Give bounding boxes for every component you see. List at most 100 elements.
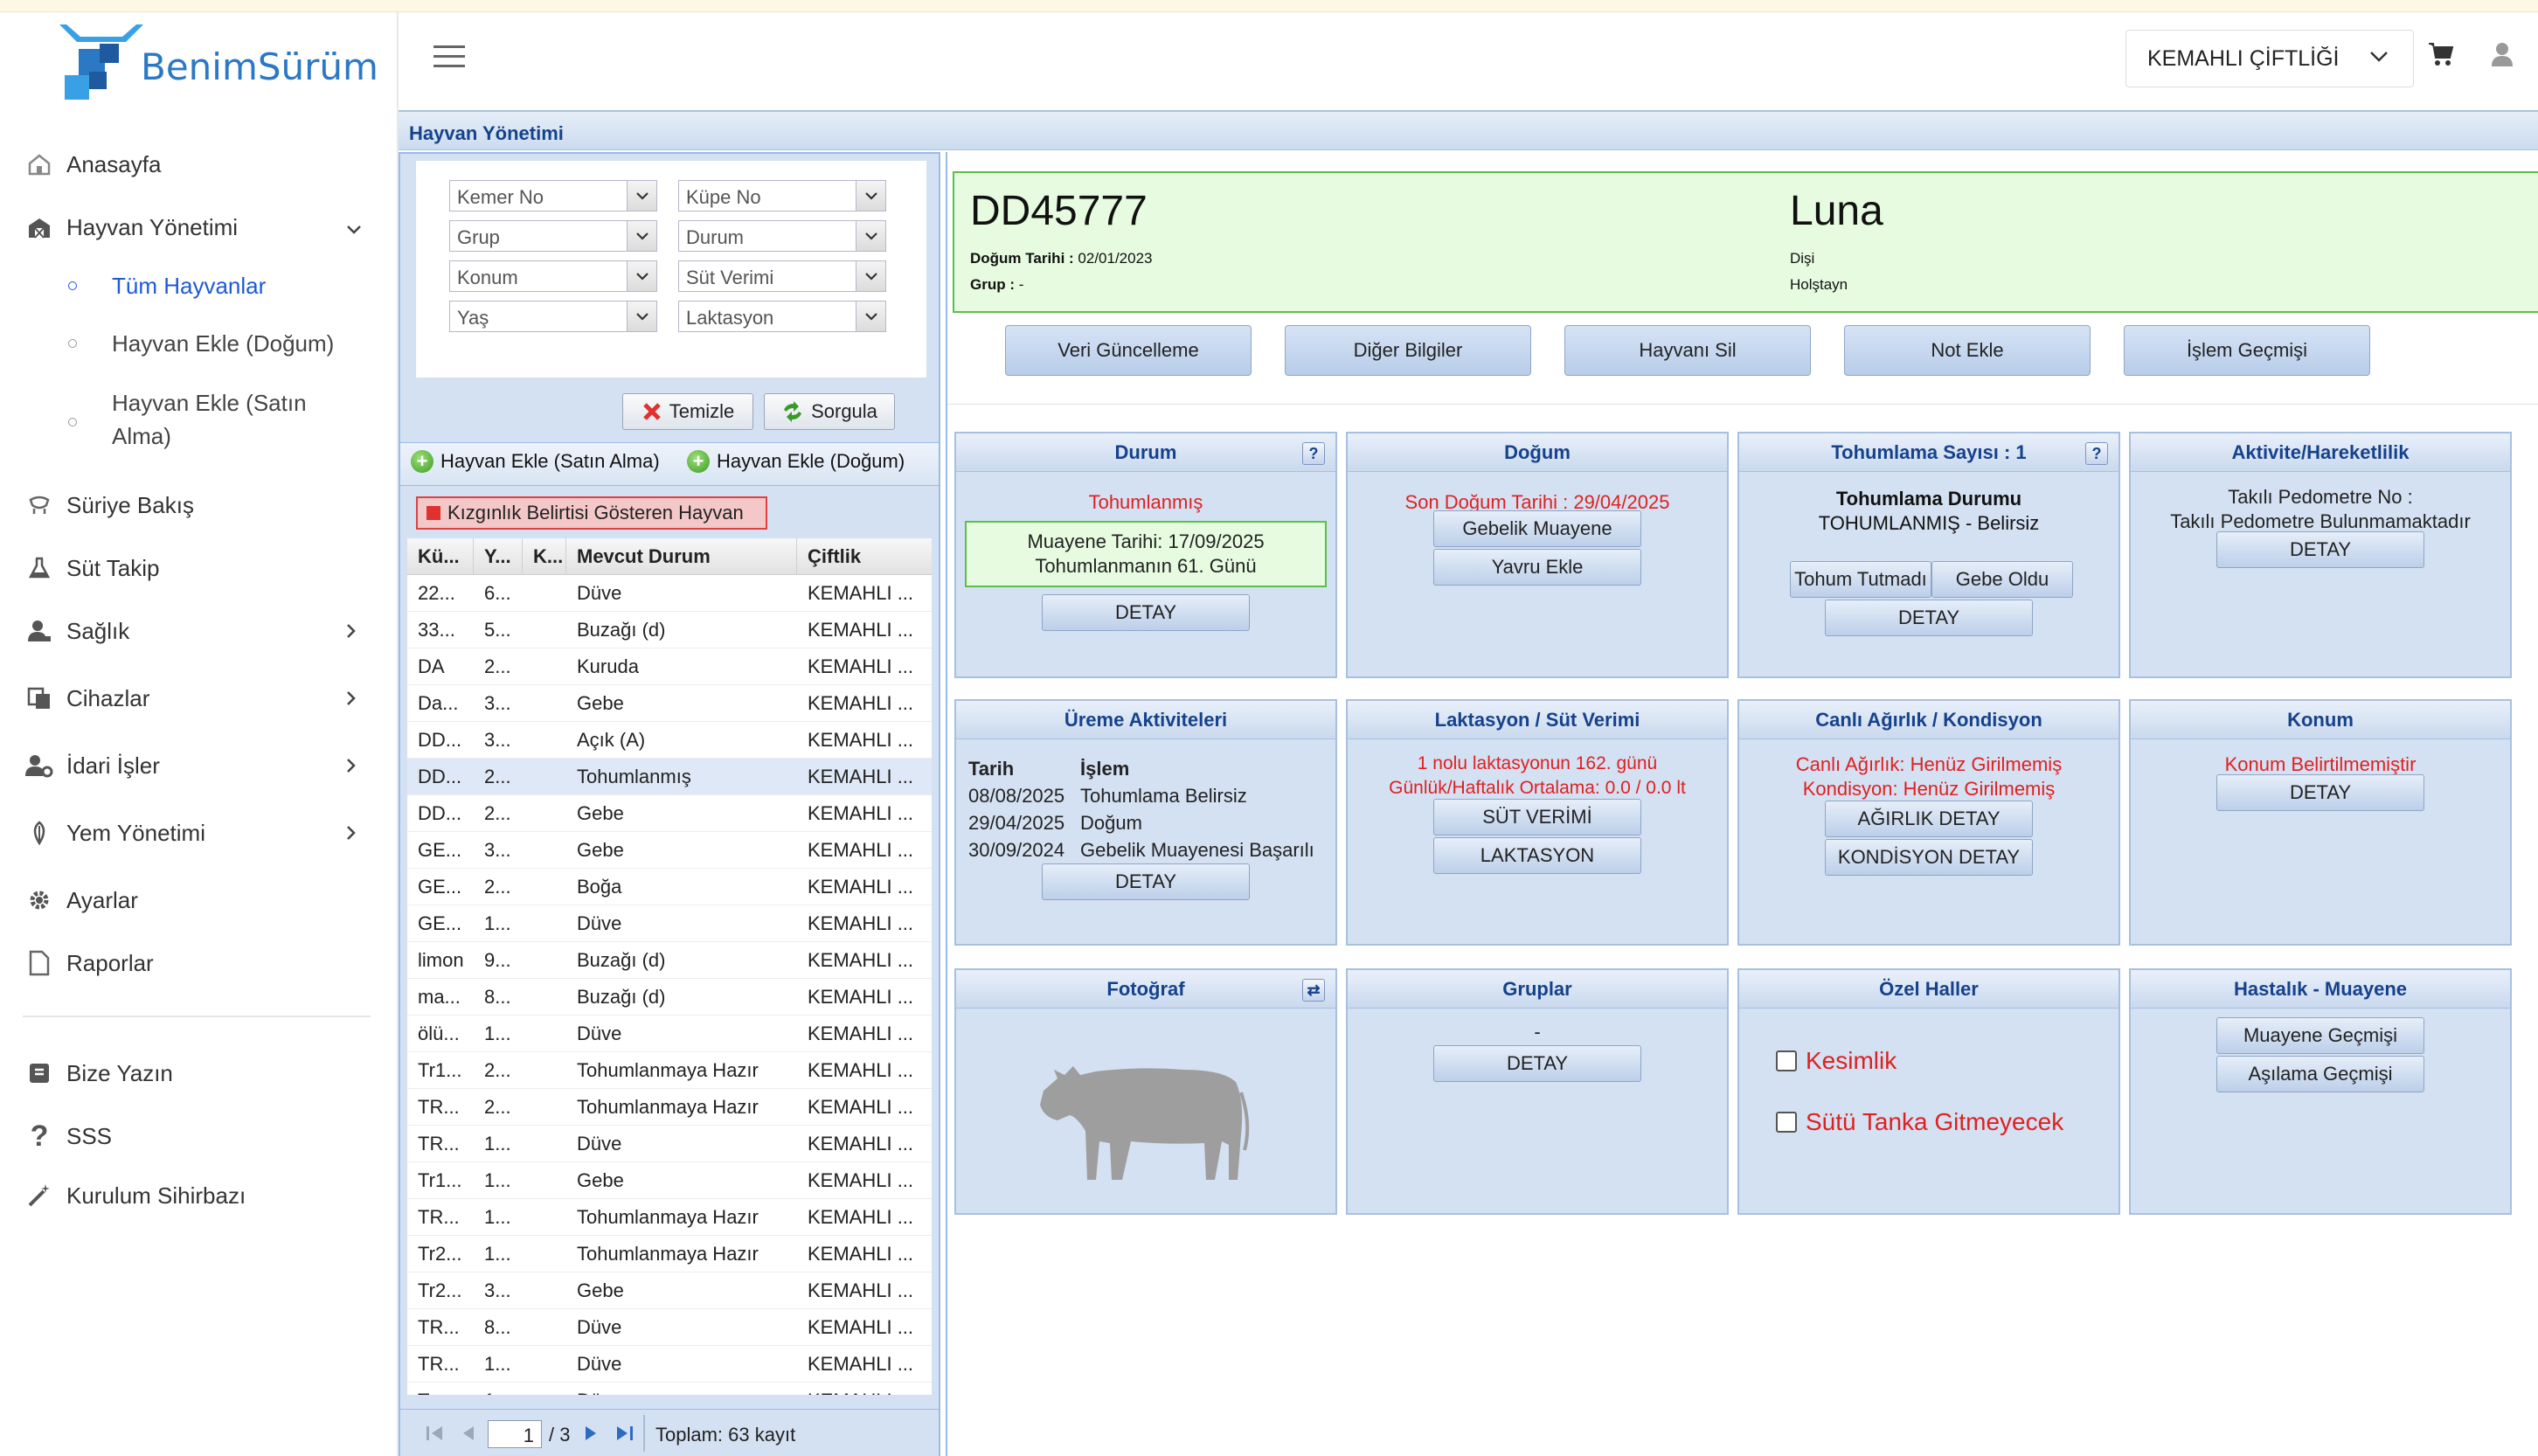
table-row[interactable]: Tr2... 1... Tohumlanmaya Hazır KEMAHLI ...: [407, 1236, 932, 1272]
col-header[interactable]: K...: [523, 538, 566, 575]
nav-kurulum-sihirbazi[interactable]: Kurulum Sihirbazı: [0, 1178, 399, 1213]
table-row[interactable]: TR... 1... Düve KEMAHLI ...: [407, 1346, 932, 1383]
nav-ayarlar[interactable]: Ayarlar: [0, 883, 399, 918]
last-page-icon[interactable]: [615, 1424, 634, 1443]
table-row[interactable]: GE... 1... Düve KEMAHLI ...: [407, 905, 932, 942]
history-button[interactable]: İşlem Geçmişi: [2124, 325, 2370, 376]
table-row[interactable]: GE... 2... Boğa KEMAHLI ...: [407, 869, 932, 905]
query-button[interactable]: Sorgula: [764, 393, 895, 430]
table-row[interactable]: ölü... 1... Düve KEMAHLI ...: [407, 1016, 932, 1052]
nav-sub-hayvan-ekle-satin-alma[interactable]: Hayvan Ekle (Satın Alma): [0, 386, 399, 456]
nav-sss[interactable]: ? SSS: [0, 1119, 399, 1154]
exam-history-button[interactable]: Muayene Geçmişi: [2216, 1017, 2424, 1054]
table-row[interactable]: Da... 3... Gebe KEMAHLI ...: [407, 685, 932, 722]
table-row[interactable]: 33... 5... Buzağı (d) KEMAHLI ...: [407, 612, 932, 648]
kupe-no-select[interactable]: Küpe No: [678, 180, 886, 211]
col-header[interactable]: Mevcut Durum: [566, 538, 797, 575]
clear-button[interactable]: Temizle: [622, 393, 753, 430]
table-row[interactable]: ma... 8... Buzağı (d) KEMAHLI ...: [407, 979, 932, 1016]
table-row[interactable]: 22... 6... Düve KEMAHLI ...: [407, 575, 932, 612]
chevron-down-icon[interactable]: [856, 302, 885, 331]
aktivite-detail-button[interactable]: DETAY: [2216, 531, 2424, 568]
refresh-icon[interactable]: ⇄: [1302, 979, 1325, 1002]
other-info-button[interactable]: Diğer Bilgiler: [1285, 325, 1531, 376]
add-calf-button[interactable]: Yavru Ekle: [1433, 549, 1641, 586]
help-icon[interactable]: ?: [1302, 442, 1325, 465]
ureme-detail-button[interactable]: DETAY: [1042, 863, 1250, 900]
durum-detail-button[interactable]: DETAY: [1042, 594, 1250, 631]
table-row[interactable]: TR... 2... Tohumlanmaya Hazır KEMAHLI ...: [407, 1089, 932, 1126]
chevron-down-icon[interactable]: [627, 181, 656, 211]
table-row[interactable]: DD... 2... Tohumlanmış KEMAHLI ...: [407, 759, 932, 795]
nav-anasayfa[interactable]: Anasayfa: [0, 147, 399, 182]
gruplar-detail-button[interactable]: DETAY: [1433, 1045, 1641, 1082]
nav-sut-takip[interactable]: Süt Takip: [0, 551, 399, 586]
hamburger-menu-icon[interactable]: [433, 45, 465, 68]
nav-idari-isler[interactable]: İdari İşler: [0, 748, 399, 783]
cart-icon[interactable]: [2428, 42, 2454, 71]
not-conceived-button[interactable]: Tohum Tutmadı: [1790, 561, 1931, 598]
nav-bize-yazin[interactable]: Bize Yazın: [0, 1056, 399, 1091]
table-row[interactable]: limon 9... Buzağı (d) KEMAHLI ...: [407, 942, 932, 979]
lactation-button[interactable]: LAKTASYON: [1433, 837, 1641, 874]
vaccination-history-button[interactable]: Aşılama Geçmişi: [2216, 1056, 2424, 1092]
table-row[interactable]: TR... 1... Düve KEMAHLI ...: [407, 1126, 932, 1162]
nav-sub-hayvan-ekle-dogum[interactable]: Hayvan Ekle (Doğum): [0, 327, 399, 360]
grup-select[interactable]: Grup: [449, 220, 657, 252]
update-data-button[interactable]: Veri Güncelleme: [1005, 325, 1252, 376]
table-row[interactable]: TR... 1... Tohumlanmaya Hazır KEMAHLI ...: [407, 1199, 932, 1236]
table-row[interactable]: DA 2... Kuruda KEMAHLI ...: [407, 648, 932, 685]
chevron-down-icon[interactable]: [627, 261, 656, 291]
nav-cihazlar[interactable]: Cihazlar: [0, 681, 399, 716]
konum-detail-button[interactable]: DETAY: [2216, 774, 2424, 811]
chevron-down-icon[interactable]: [856, 221, 885, 251]
chevron-down-icon[interactable]: [856, 261, 885, 291]
heat-filter-toggle[interactable]: Kızgınlık Belirtisi Gösteren Hayvan: [416, 496, 767, 530]
slaughter-checkbox[interactable]: [1776, 1050, 1797, 1071]
weight-detail-button[interactable]: AĞIRLIK DETAY: [1825, 801, 2033, 837]
tohumlama-detail-button[interactable]: DETAY: [1825, 600, 2033, 636]
pregnancy-exam-button[interactable]: Gebelik Muayene: [1433, 510, 1641, 547]
page-number-input[interactable]: 1: [488, 1420, 542, 1448]
delete-animal-button[interactable]: Hayvanı Sil: [1564, 325, 1811, 376]
farm-selector[interactable]: KEMAHLI ÇİFTLİĞİ: [2125, 30, 2414, 87]
first-page-icon[interactable]: [425, 1424, 444, 1443]
col-header[interactable]: Y...: [474, 538, 523, 575]
yas-select[interactable]: Yaş: [449, 301, 657, 332]
nav-hayvan-yonetimi[interactable]: Hayvan Yönetimi: [0, 210, 399, 245]
brand-logo[interactable]: BenimSürüm: [58, 23, 378, 101]
konum-select[interactable]: Konum: [449, 260, 657, 292]
chevron-down-icon[interactable]: [627, 302, 656, 331]
add-birth-button[interactable]: + Hayvan Ekle (Doğum): [687, 450, 905, 473]
kemer-no-select[interactable]: Kemer No: [449, 180, 657, 211]
no-tank-checkbox[interactable]: [1776, 1112, 1797, 1133]
pregnant-button[interactable]: Gebe Oldu: [1931, 561, 2073, 598]
add-purchase-button[interactable]: + Hayvan Ekle (Satın Alma): [411, 450, 660, 473]
nav-sub-tum-hayvanlar[interactable]: Tüm Hayvanlar: [0, 269, 399, 302]
milk-yield-button[interactable]: SÜT VERİMİ: [1433, 799, 1641, 835]
table-row[interactable]: Tr...1... DüveKEMAHLI ...: [407, 1383, 932, 1395]
chevron-down-icon[interactable]: [627, 221, 656, 251]
prev-page-icon[interactable]: [461, 1424, 475, 1443]
table-row[interactable]: DD... 2... Gebe KEMAHLI ...: [407, 795, 932, 832]
nav-yem-yonetimi[interactable]: Yem Yönetimi: [0, 815, 399, 850]
condition-detail-button[interactable]: KONDİSYON DETAY: [1825, 839, 2033, 876]
nav-saglik[interactable]: Sağlık: [0, 614, 399, 648]
durum-select[interactable]: Durum: [678, 220, 886, 252]
chevron-down-icon[interactable]: [856, 181, 885, 211]
table-row[interactable]: DD... 3... Açık (A) KEMAHLI ...: [407, 722, 932, 759]
help-icon[interactable]: ?: [2085, 442, 2108, 465]
table-row[interactable]: Tr1... 2... Tohumlanmaya Hazır KEMAHLI ...: [407, 1052, 932, 1089]
nav-suriye-bakis[interactable]: Süriye Bakış: [0, 488, 399, 523]
col-header[interactable]: Çiftlik: [808, 545, 862, 567]
next-page-icon[interactable]: [584, 1424, 598, 1443]
add-note-button[interactable]: Not Ekle: [1844, 325, 2091, 376]
laktasyon-select[interactable]: Laktasyon: [678, 301, 886, 332]
table-row[interactable]: TR... 8... Düve KEMAHLI ...: [407, 1309, 932, 1346]
sut-verimi-select[interactable]: Süt Verimi: [678, 260, 886, 292]
user-icon[interactable]: [2491, 42, 2514, 71]
table-row[interactable]: Tr2... 3... Gebe KEMAHLI ...: [407, 1272, 932, 1309]
col-header[interactable]: Kü...: [407, 538, 474, 575]
table-row[interactable]: Tr1... 1... Gebe KEMAHLI ...: [407, 1162, 932, 1199]
table-row[interactable]: GE... 3... Gebe KEMAHLI ...: [407, 832, 932, 869]
